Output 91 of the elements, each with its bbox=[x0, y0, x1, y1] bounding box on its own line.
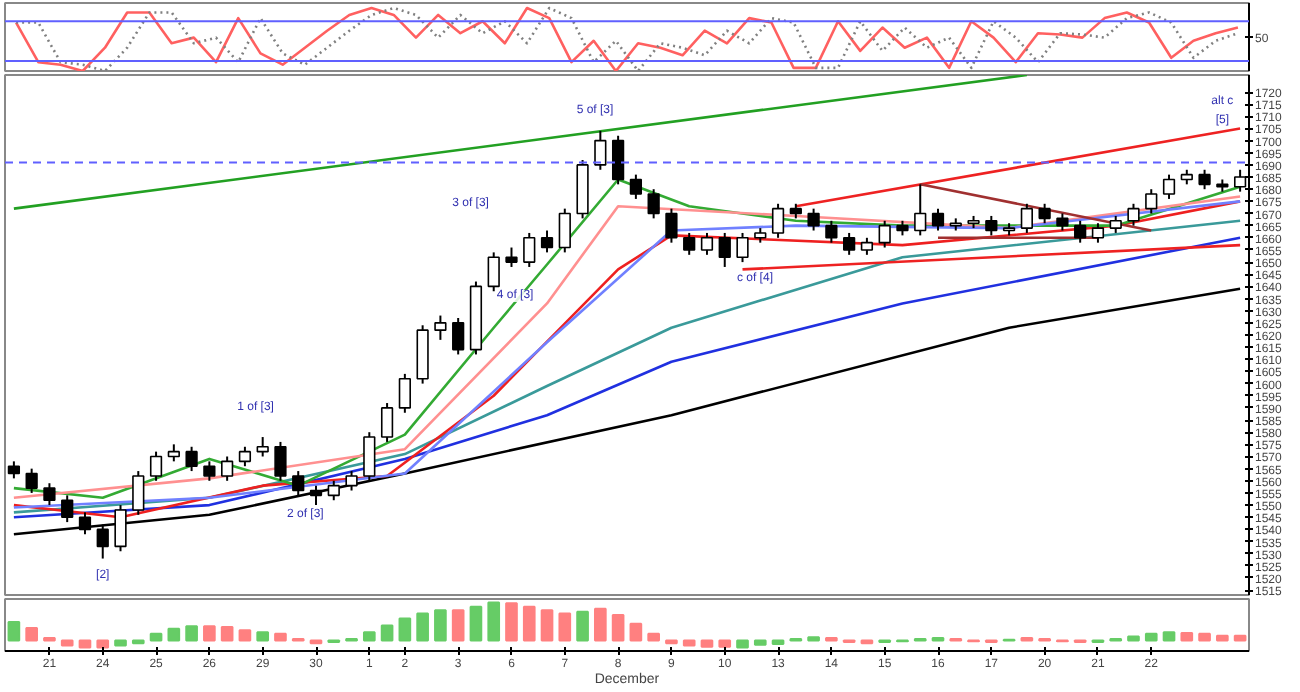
candlestick bbox=[221, 455, 234, 482]
candlestick bbox=[398, 372, 411, 414]
bar bbox=[753, 639, 767, 646]
bar bbox=[487, 601, 501, 642]
bar bbox=[1233, 634, 1247, 642]
candlestick bbox=[736, 231, 749, 264]
bar bbox=[1198, 632, 1211, 642]
candlestick bbox=[185, 445, 198, 473]
candlestick bbox=[843, 231, 856, 256]
candlestick bbox=[452, 316, 465, 356]
bar bbox=[682, 639, 696, 647]
bar bbox=[1180, 631, 1194, 642]
candlestick bbox=[43, 482, 56, 507]
bar bbox=[451, 609, 465, 642]
candlestick bbox=[345, 470, 358, 492]
bar bbox=[7, 620, 21, 642]
candlestick bbox=[1198, 168, 1211, 191]
candlestick bbox=[985, 214, 998, 237]
candlestick bbox=[700, 231, 714, 256]
candlestick bbox=[327, 479, 340, 502]
bar bbox=[167, 627, 181, 642]
bar bbox=[434, 609, 447, 642]
bar bbox=[149, 632, 163, 642]
candlestick bbox=[61, 494, 74, 524]
candlestick bbox=[1145, 188, 1158, 215]
bar bbox=[96, 639, 110, 649]
bar bbox=[220, 625, 234, 642]
candlestick bbox=[505, 246, 518, 268]
candlestick bbox=[1162, 173, 1176, 200]
candlestick bbox=[931, 207, 945, 232]
bar bbox=[469, 605, 483, 642]
candlestick bbox=[771, 202, 785, 239]
bar bbox=[274, 632, 287, 642]
candlestick bbox=[1038, 202, 1051, 225]
bar bbox=[647, 632, 660, 642]
bar bbox=[60, 639, 74, 647]
bar bbox=[736, 639, 749, 649]
candlestick bbox=[647, 188, 660, 220]
bar bbox=[522, 605, 536, 642]
bar bbox=[576, 610, 589, 642]
candlestick bbox=[718, 231, 731, 268]
bar bbox=[398, 617, 412, 642]
bar bbox=[718, 639, 732, 648]
bar bbox=[25, 627, 38, 642]
bar bbox=[700, 639, 714, 648]
candlestick bbox=[380, 402, 394, 443]
bar bbox=[185, 625, 198, 642]
candlestick bbox=[132, 470, 145, 516]
bar bbox=[1127, 635, 1140, 642]
candlestick bbox=[558, 207, 571, 254]
candlestick bbox=[203, 460, 216, 482]
bar bbox=[1216, 634, 1229, 642]
candlestick bbox=[611, 134, 625, 186]
bar bbox=[203, 625, 216, 642]
candlestick bbox=[878, 219, 891, 249]
candlestick bbox=[25, 467, 38, 494]
candlestick bbox=[1127, 202, 1140, 227]
candlestick bbox=[309, 484, 323, 507]
bar bbox=[558, 612, 572, 642]
candlestick bbox=[292, 470, 305, 497]
bar bbox=[629, 622, 643, 642]
candlestick bbox=[825, 219, 838, 244]
candlestick bbox=[1020, 202, 1033, 234]
candlestick bbox=[807, 207, 820, 232]
candlestick bbox=[540, 229, 554, 254]
candlestick bbox=[523, 231, 536, 268]
bar bbox=[114, 639, 127, 647]
candlestick bbox=[1091, 222, 1105, 244]
candlestick bbox=[914, 183, 927, 237]
bar bbox=[380, 624, 394, 642]
bar bbox=[611, 614, 625, 642]
candlestick bbox=[363, 431, 376, 482]
candlestick bbox=[629, 173, 643, 200]
bar bbox=[1162, 631, 1176, 642]
bar bbox=[505, 602, 518, 642]
bar bbox=[540, 609, 554, 642]
candlestick bbox=[238, 445, 252, 468]
candlestick bbox=[594, 129, 607, 171]
candlestick bbox=[256, 436, 269, 458]
bar bbox=[362, 631, 376, 642]
candlestick bbox=[274, 440, 287, 482]
bar bbox=[594, 607, 607, 642]
bar bbox=[1144, 632, 1158, 642]
candlestick bbox=[665, 207, 678, 244]
bar bbox=[238, 629, 252, 642]
candlestick bbox=[149, 450, 163, 482]
candlestick bbox=[434, 314, 447, 341]
bar bbox=[416, 612, 429, 642]
candlestick bbox=[683, 231, 696, 256]
bar bbox=[256, 631, 270, 642]
candlestick bbox=[1074, 219, 1087, 244]
